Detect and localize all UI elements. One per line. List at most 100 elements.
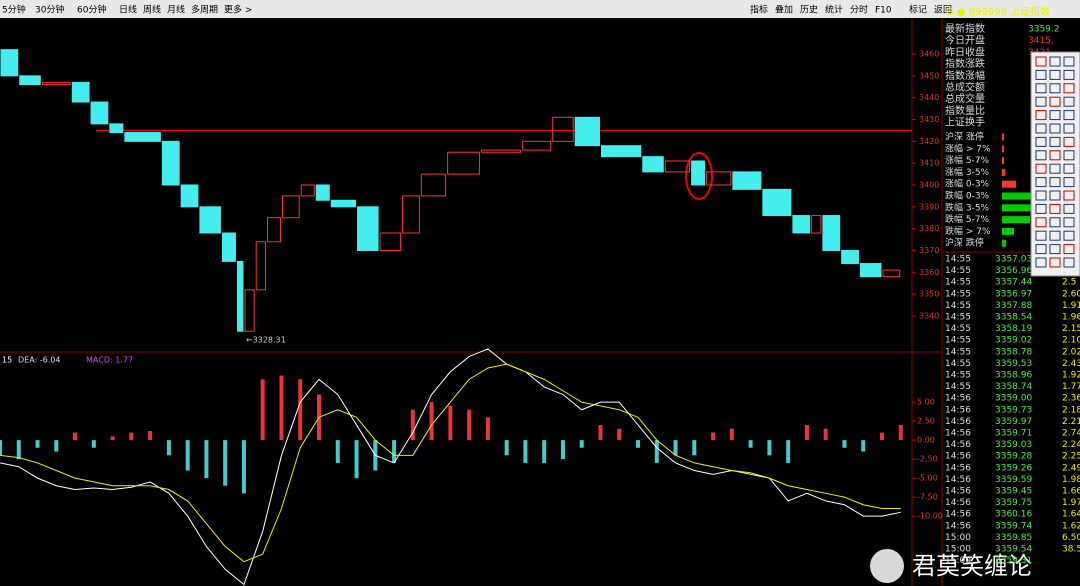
tool-icon[interactable] xyxy=(1035,163,1047,174)
tool-icon[interactable] xyxy=(1063,217,1075,228)
tool-icon[interactable] xyxy=(1063,177,1075,188)
tool-icon[interactable] xyxy=(1049,244,1061,255)
trade-volume: 1.91 xyxy=(1062,301,1080,311)
toolbar-button[interactable]: 月线 xyxy=(167,4,185,16)
tool-icon[interactable] xyxy=(1049,123,1061,134)
tool-icon[interactable] xyxy=(1063,136,1075,147)
trade-price: 3359.59 xyxy=(995,475,1032,485)
macd-bar xyxy=(636,440,641,448)
breadth-bar xyxy=(1002,216,1030,224)
tool-icon[interactable] xyxy=(1049,190,1061,201)
y-tick-label: -10.00 xyxy=(917,512,943,521)
tool-icon[interactable] xyxy=(1035,56,1047,67)
trade-price: 3359.75 xyxy=(995,498,1032,508)
candle xyxy=(300,184,315,197)
breadth-label: 沪深 涨停 xyxy=(945,131,984,143)
tool-icon[interactable] xyxy=(1049,56,1061,67)
candle xyxy=(199,206,221,234)
trade-price: 3359.26 xyxy=(995,463,1032,473)
candle xyxy=(357,206,379,251)
tool-icon[interactable] xyxy=(1035,123,1047,134)
tool-icon[interactable] xyxy=(1063,83,1075,94)
candle xyxy=(447,151,480,175)
tool-icon[interactable] xyxy=(1063,110,1075,121)
tool-icon[interactable] xyxy=(1035,230,1047,241)
tool-icon[interactable] xyxy=(1063,190,1075,201)
toolbar-button[interactable]: 历史 xyxy=(800,4,818,16)
tool-icon[interactable] xyxy=(1063,203,1075,214)
breadth-bar xyxy=(1002,145,1004,153)
tool-icon[interactable] xyxy=(1063,69,1075,80)
tool-icon[interactable] xyxy=(1035,257,1047,268)
tool-icon[interactable] xyxy=(1063,150,1075,161)
tool-icon[interactable] xyxy=(1063,163,1075,174)
dif-line xyxy=(0,348,901,586)
toolbar-button[interactable]: 日线 xyxy=(119,4,137,16)
tool-icon[interactable] xyxy=(1035,203,1047,214)
trade-price: 3359.31 xyxy=(995,556,1032,566)
candle xyxy=(522,140,552,151)
tool-icon[interactable] xyxy=(1049,110,1061,121)
candle xyxy=(330,199,357,208)
trade-volume: 2.36 xyxy=(1062,394,1080,404)
macd-bar xyxy=(35,440,40,448)
trade-volume: 2.15 xyxy=(1062,324,1080,334)
toolbar-button[interactable]: 多周期 xyxy=(191,4,218,16)
toolbar-button[interactable]: 60分钟 xyxy=(77,4,106,16)
tool-icon[interactable] xyxy=(1049,136,1061,147)
tool-icon[interactable] xyxy=(1063,56,1075,67)
tool-icon[interactable] xyxy=(1035,69,1047,80)
tool-icon[interactable] xyxy=(1063,244,1075,255)
tool-icon[interactable] xyxy=(1035,217,1047,228)
tool-icon[interactable] xyxy=(1035,244,1047,255)
tool-icon[interactable] xyxy=(1049,217,1061,228)
trade-volume: 38.5 xyxy=(1062,545,1080,555)
tool-icon[interactable] xyxy=(1063,123,1075,134)
tool-icon[interactable] xyxy=(1049,230,1061,241)
tool-icon[interactable] xyxy=(1049,69,1061,80)
tool-icon[interactable] xyxy=(1049,177,1061,188)
tool-icon[interactable] xyxy=(1035,96,1047,107)
tool-icon[interactable] xyxy=(1063,230,1075,241)
toolbar-button[interactable]: 分时 xyxy=(850,4,868,16)
macd-legend: MACD: 1.77 xyxy=(86,356,133,365)
toolbar-button[interactable]: 30分钟 xyxy=(35,4,64,16)
toolbar-button[interactable]: 周线 xyxy=(143,4,161,16)
trade-price: 3356.96 xyxy=(995,266,1032,276)
trade-time: 14:55 xyxy=(945,266,971,276)
tool-icon[interactable] xyxy=(1049,203,1061,214)
toolbar-button[interactable]: 5分钟 xyxy=(2,4,26,16)
tool-icon[interactable] xyxy=(1049,83,1061,94)
macd-bar xyxy=(879,432,884,441)
tool-icon[interactable] xyxy=(1049,257,1061,268)
tool-icon[interactable] xyxy=(1035,83,1047,94)
macd-bar xyxy=(73,432,78,441)
candle xyxy=(19,75,41,86)
trade-time: 14:55 xyxy=(945,371,971,381)
toolbar-button[interactable]: F10 xyxy=(875,6,892,16)
tool-icon[interactable] xyxy=(1035,177,1047,188)
trade-time: 14:56 xyxy=(945,487,971,497)
macd-bar xyxy=(16,440,21,460)
toolbar-button[interactable]: 返回 xyxy=(934,4,952,16)
macd-bar xyxy=(185,440,190,471)
tool-icon[interactable] xyxy=(1063,96,1075,107)
toolbar-button[interactable]: 指标 xyxy=(750,4,768,16)
toolbar-button[interactable]: 统计 xyxy=(825,4,843,16)
trade-time: 14:55 xyxy=(945,301,971,311)
tool-icon[interactable] xyxy=(1035,110,1047,121)
candle xyxy=(664,160,691,173)
macd-bar xyxy=(598,424,603,441)
tool-icon[interactable] xyxy=(1049,163,1061,174)
tool-icon[interactable] xyxy=(1063,257,1075,268)
info-label: 总成交量 xyxy=(945,92,985,105)
tool-icon[interactable] xyxy=(1035,150,1047,161)
toolbar-button[interactable]: 叠加 xyxy=(775,5,793,16)
tool-icon[interactable] xyxy=(1035,136,1047,147)
tool-icon[interactable] xyxy=(1049,96,1061,107)
tool-icon[interactable] xyxy=(1035,190,1047,201)
toolbar-button[interactable]: 标记 xyxy=(909,4,927,16)
toolbar-button[interactable]: 更多 > xyxy=(224,4,252,16)
tool-icon[interactable] xyxy=(1049,150,1061,161)
